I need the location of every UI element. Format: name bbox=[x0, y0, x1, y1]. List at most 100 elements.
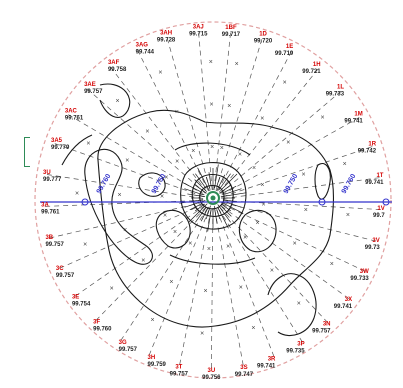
station-id: 3AG bbox=[136, 42, 149, 48]
station-id: 3E bbox=[72, 294, 79, 300]
station-value: 99.779 bbox=[51, 145, 70, 151]
measurement-marker: × bbox=[86, 140, 90, 147]
measurement-marker: × bbox=[188, 241, 192, 248]
measurement-marker: × bbox=[151, 317, 155, 324]
measurement-marker: × bbox=[260, 182, 264, 189]
measurement-marker: × bbox=[141, 257, 145, 264]
measurement-marker: × bbox=[200, 331, 204, 338]
cross-section-label: 99.760 bbox=[341, 173, 358, 195]
measurement-marker: × bbox=[270, 268, 274, 275]
station-value: 99.7 bbox=[373, 213, 385, 219]
station-id: 3P bbox=[297, 342, 304, 348]
measurement-marker: × bbox=[301, 172, 305, 179]
station-value: 99.715 bbox=[189, 32, 208, 38]
contour-line bbox=[180, 162, 247, 230]
spoke-line bbox=[43, 200, 204, 207]
measurement-marker: × bbox=[210, 144, 214, 151]
measurement-marker: × bbox=[175, 109, 179, 116]
station-id: 1BF bbox=[225, 25, 237, 31]
station-id: 3F bbox=[93, 319, 100, 325]
measurement-marker: × bbox=[262, 201, 266, 208]
side-bracket-mark bbox=[24, 137, 30, 167]
contour-line bbox=[84, 148, 153, 265]
hatch-line bbox=[219, 184, 232, 194]
measurement-marker: × bbox=[330, 261, 334, 268]
measurement-marker: × bbox=[252, 165, 256, 172]
station-value: 99.741 bbox=[334, 304, 353, 310]
measurement-marker: × bbox=[227, 103, 231, 110]
station-id: 1E bbox=[286, 44, 293, 50]
hatch-line bbox=[220, 203, 232, 212]
measurement-marker: × bbox=[209, 59, 213, 66]
station-value: 99.756 bbox=[202, 375, 221, 381]
station-value: 99.757 bbox=[84, 89, 103, 95]
station-value: 99.744 bbox=[136, 49, 155, 55]
station-value: 99.759 bbox=[148, 362, 167, 368]
contour-line bbox=[99, 83, 131, 118]
cross-section-endpoint bbox=[81, 198, 89, 206]
station-value: 99.747 bbox=[235, 372, 254, 378]
contour-line bbox=[191, 173, 234, 217]
measurement-marker: × bbox=[125, 158, 129, 165]
station-value: 99.733 bbox=[326, 92, 345, 98]
measurement-marker: × bbox=[251, 325, 255, 332]
hatch-line bbox=[197, 167, 210, 192]
cross-section-label: 99.750 bbox=[283, 173, 300, 195]
measurement-marker: × bbox=[110, 286, 114, 293]
measurement-marker: × bbox=[175, 159, 179, 166]
measurement-marker: × bbox=[226, 244, 230, 251]
measurement-markers: × × × × × × × × × × × × × × × × × × × × × × × × × × × × × × × × × × × × × × × ×… bbox=[75, 59, 350, 338]
measurement-marker: × bbox=[293, 240, 297, 247]
measurement-marker: × bbox=[116, 98, 120, 105]
station-value: 99.761 bbox=[41, 210, 60, 216]
measurement-marker: × bbox=[191, 148, 195, 155]
station-value: 99.719 bbox=[275, 51, 294, 57]
hatch-line bbox=[187, 193, 206, 198]
measurement-marker: × bbox=[158, 70, 162, 77]
measurement-marker: × bbox=[145, 128, 149, 135]
station-id: 3V bbox=[372, 238, 379, 244]
station-id: 3H bbox=[148, 355, 156, 361]
measurement-marker: × bbox=[75, 191, 79, 198]
measurement-marker: × bbox=[283, 79, 287, 86]
station-id: 3AE bbox=[84, 82, 96, 88]
hatch-line bbox=[218, 173, 231, 191]
contour-line bbox=[314, 163, 331, 200]
hatch-line bbox=[200, 206, 209, 222]
station-value: 99.720 bbox=[254, 38, 273, 44]
station-id: 3G bbox=[119, 340, 127, 346]
measurement-marker: × bbox=[207, 246, 211, 253]
cross-section-endpoint bbox=[382, 198, 390, 206]
station-id: 3X bbox=[345, 297, 352, 303]
station-value: 99.754 bbox=[72, 301, 91, 307]
hatch-line bbox=[221, 206, 232, 217]
station-value: 99.777 bbox=[43, 177, 62, 183]
station-value: 99.757 bbox=[45, 242, 64, 248]
station-value: 99.761 bbox=[65, 116, 84, 122]
hatch-line bbox=[194, 184, 207, 194]
contour-line bbox=[267, 273, 317, 336]
hatch-line bbox=[224, 188, 242, 195]
measurement-marker: × bbox=[173, 229, 177, 236]
station-value: 99.735 bbox=[286, 349, 305, 355]
